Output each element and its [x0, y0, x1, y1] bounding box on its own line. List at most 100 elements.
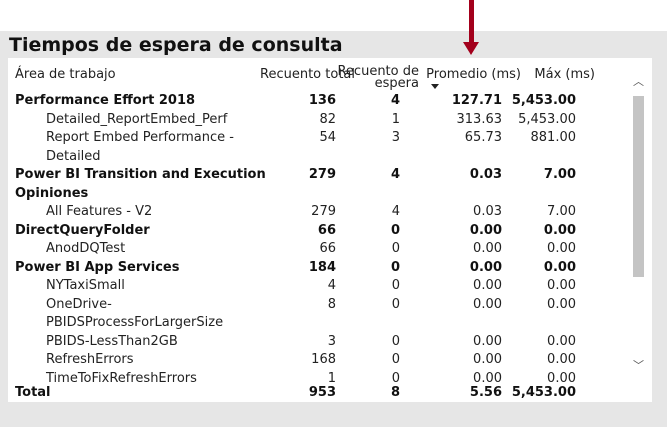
row-average: 0.03: [473, 204, 502, 219]
table-row[interactable]: Report Embed Performance - Detailed 54 3 65.…: [8, 129, 633, 166]
row-total-count: 8: [327, 296, 336, 312]
workspace-group-row[interactable]: DirectQueryFolder 66 0 0.00 0.00: [8, 222, 633, 241]
row-label: Performance Effort 2018: [15, 92, 195, 111]
row-label-line: Power BI App Services: [15, 259, 180, 275]
row-label-line: DirectQueryFolder: [15, 222, 150, 238]
row-total-count: 66: [319, 241, 336, 256]
row-wait-count: 0: [391, 296, 400, 312]
column-header-max[interactable]: Máx (ms): [534, 67, 595, 82]
row-max: 881.00: [530, 130, 577, 145]
row-average: 313.63: [456, 111, 503, 127]
row-average: 127.71: [451, 93, 502, 108]
row-wait-count: 4: [390, 93, 400, 108]
row-label-line: Opiniones: [15, 185, 89, 201]
table-row[interactable]: TimeToFixRefreshErrors 1 0 0.00 0.00: [8, 370, 633, 383]
row-wait-count: 0: [391, 370, 400, 383]
row-label-line: Detailed_ReportEmbed_Perf: [46, 111, 228, 127]
row-label-line: RefreshErrors: [46, 352, 134, 367]
row-label-line: OneDrive-: [46, 296, 112, 312]
row-average: 65.73: [464, 130, 502, 145]
row-label: OneDrive- PBIDSProcessForLargerSize: [46, 296, 223, 333]
row-average: 0.00: [469, 259, 502, 275]
row-total-count: 3: [327, 333, 336, 349]
row-total-count: 168: [311, 352, 336, 367]
row-label-line: PBIDSProcessForLargerSize: [46, 315, 224, 330]
row-average: 0.00: [469, 222, 502, 238]
annotation-arrow-head-icon: [463, 42, 479, 55]
row-total-count: 66: [317, 222, 336, 238]
total-count: 953: [308, 385, 336, 400]
row-label: All Features - V2: [46, 203, 152, 222]
row-max: 0.00: [547, 241, 576, 256]
row-wait-count: 1: [391, 111, 400, 127]
table-row[interactable]: Detailed_ReportEmbed_Perf 82 1 313.63 5,453.…: [8, 111, 633, 130]
row-max: 0.00: [547, 352, 576, 367]
scrollbar-thumb[interactable]: [633, 96, 644, 277]
row-total-count: 279: [311, 204, 336, 219]
scrollbar-track[interactable]: [633, 96, 644, 352]
total-average: 5.56: [469, 385, 502, 400]
row-total-count: 82: [319, 111, 336, 127]
column-header-wait-count[interactable]: Recuento de espera: [337, 64, 419, 90]
row-average: 0.00: [473, 278, 502, 293]
table-row[interactable]: OneDrive- PBIDSProcessForLargerSize 8 0 0.00…: [8, 296, 633, 333]
row-label: TimeToFixRefreshErrors: [46, 370, 197, 383]
visual-title: Tiempos de espera de consulta: [9, 34, 343, 56]
row-wait-count: 4: [391, 204, 400, 219]
total-wait: 8: [390, 385, 400, 400]
total-label: Total: [15, 385, 51, 400]
row-label: Detailed_ReportEmbed_Perf: [46, 111, 227, 130]
column-header-area[interactable]: Área de trabajo: [15, 67, 116, 82]
row-label: Report Embed Performance - Detailed: [46, 129, 234, 166]
row-label-line: TimeToFixRefreshErrors: [46, 370, 197, 383]
column-header-average[interactable]: Promedio (ms): [426, 67, 521, 82]
row-label: DirectQueryFolder: [15, 222, 150, 241]
table-row[interactable]: RefreshErrors 168 0 0.00 0.00: [8, 351, 633, 370]
row-average: 0.00: [473, 333, 502, 349]
column-header-wait-count-line1: Recuento de: [337, 64, 419, 79]
row-label-line: Performance Effort 2018: [15, 93, 196, 108]
row-wait-count: 4: [390, 167, 400, 182]
row-total-count: 54: [319, 130, 336, 145]
row-max: 7.00: [547, 204, 576, 219]
row-label-line: All Features - V2: [46, 204, 153, 219]
row-max: 0.00: [547, 333, 576, 349]
row-average: 0.00: [473, 296, 502, 312]
total-row: Total 953 8 5.56 5,453.00: [8, 384, 633, 401]
row-total-count: 184: [308, 259, 336, 275]
table-row[interactable]: PBIDS-LessThan2GB 3 0 0.00 0.00: [8, 333, 633, 352]
table-row[interactable]: All Features - V2 279 4 0.03 7.00: [8, 203, 633, 222]
table-body[interactable]: Performance Effort 2018 136 4 127.71 5,453.0…: [8, 92, 633, 382]
chevron-down-icon[interactable]: ﹀: [633, 359, 644, 372]
table-visual[interactable]: Área de trabajo Recuento total Recuento …: [8, 58, 652, 402]
column-header-total-count[interactable]: Recuento total: [260, 67, 355, 82]
row-max: 0.00: [547, 370, 576, 383]
row-total-count: 279: [308, 167, 336, 182]
row-label: Power BI App Services: [15, 259, 179, 278]
row-wait-count: 0: [391, 352, 400, 367]
row-label-line: PBIDS-LessThan2GB: [46, 333, 178, 349]
table-row[interactable]: AnodDQTest 66 0 0.00 0.00: [8, 240, 633, 259]
row-wait-count: 0: [391, 241, 400, 256]
workspace-group-row[interactable]: Performance Effort 2018 136 4 127.71 5,453.0…: [8, 92, 633, 111]
row-max: 5,453.00: [518, 111, 576, 127]
row-wait-count: 0: [391, 278, 400, 293]
chevron-up-icon[interactable]: ︿: [633, 75, 644, 88]
row-label: Power BI Transition and Execution Opinion…: [15, 166, 266, 203]
row-max: 0.00: [543, 259, 576, 275]
row-wait-count: 0: [391, 333, 400, 349]
row-max: 0.00: [543, 222, 576, 238]
workspace-group-row[interactable]: Power BI App Services 184 0 0.00 0.00: [8, 259, 633, 278]
workspace-group-row[interactable]: Power BI Transition and Execution Opinion…: [8, 166, 633, 203]
row-max: 0.00: [547, 296, 576, 312]
row-max: 7.00: [543, 167, 576, 182]
table-row[interactable]: NYTaxiSmall 4 0 0.00 0.00: [8, 277, 633, 296]
row-label: NYTaxiSmall: [46, 277, 125, 296]
row-average: 0.03: [469, 167, 502, 182]
annotation-arrow-icon: [469, 0, 474, 43]
sort-descending-icon: [431, 84, 439, 89]
row-label-line: Report Embed Performance -: [46, 130, 234, 145]
row-average: 0.00: [473, 241, 502, 256]
row-wait-count: 3: [391, 130, 400, 145]
row-label-line: Power BI Transition and Execution: [15, 167, 266, 182]
